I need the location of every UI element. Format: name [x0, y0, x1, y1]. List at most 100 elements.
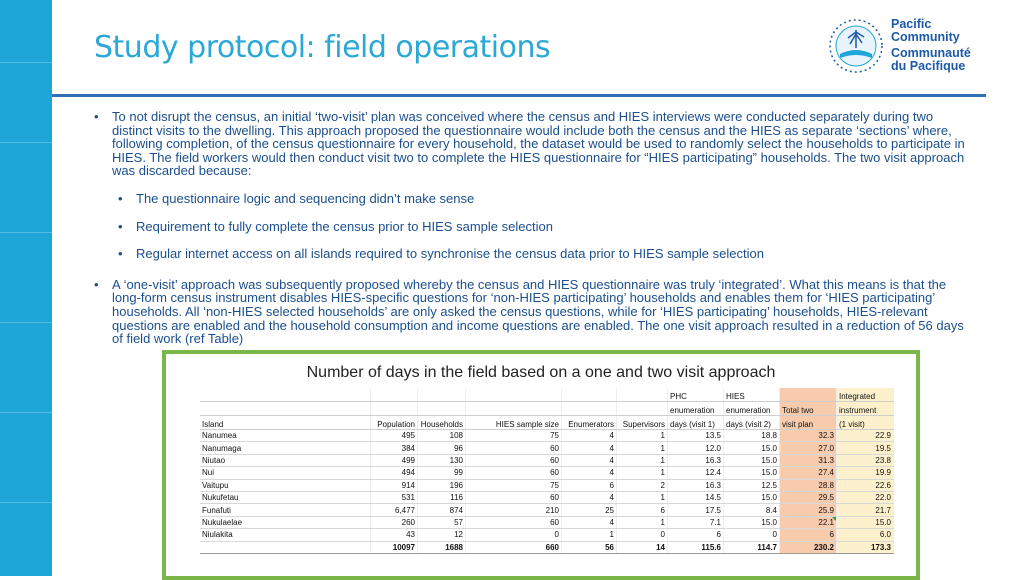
strip-wave	[0, 480, 52, 503]
cell-total-two-visit: 27.4	[779, 466, 837, 480]
cell-population: 10097	[370, 541, 418, 554]
header-int-1: Integrated	[836, 388, 894, 402]
header-int-3: (1 visit)	[836, 415, 894, 430]
cell-integrated-one-visit: 19.5	[836, 441, 894, 455]
cell-population: 6,477	[370, 503, 418, 517]
cell-comment-marker-icon	[832, 516, 836, 521]
header-total-2: visit plan	[779, 415, 837, 430]
cell-hies-sample: 0	[465, 528, 562, 542]
table-row: Vaitupu 914 196 75 6 2 16.3 12.5 28.8 22.6	[200, 479, 894, 492]
cell-population: 384	[370, 441, 418, 455]
cell-hies-days: 15.0	[723, 466, 780, 480]
field-days-table: PHC HIES Integrated enumeration enumerat…	[200, 388, 894, 554]
cell-enumerators: 4	[561, 454, 617, 468]
cell-supervisors: 1	[616, 441, 668, 455]
cell-households: 99	[417, 466, 466, 480]
header-int-2: instrument	[836, 401, 894, 416]
cell-population: 494	[370, 466, 418, 480]
field-days-table-frame: Number of days in the field based on a o…	[162, 350, 920, 580]
cell-enumerators: 4	[561, 441, 617, 455]
cell-phc-days: 16.3	[667, 454, 724, 468]
cell-households: 116	[417, 491, 466, 505]
bullet-two-visit: • To not disrupt the census, an initial …	[90, 110, 970, 178]
cell-total-two-visit: 27.0	[779, 441, 837, 455]
cell-integrated-one-visit: 173.3	[836, 541, 894, 554]
spc-emblem-icon	[829, 19, 883, 73]
table-row: Nui 494 99 60 4 1 12.4 15.0 27.4 19.9	[200, 466, 894, 480]
cell-population: 499	[370, 454, 418, 468]
cell-hies-sample: 75	[465, 429, 562, 443]
cell-integrated-one-visit: 22.9	[836, 429, 894, 443]
header-phc-3: days (visit 1)	[667, 415, 724, 430]
cell-total-two-visit: 6	[779, 528, 837, 542]
header-hies-3: days (visit 2)	[723, 415, 780, 430]
table-header-row-1: PHC HIES Integrated	[200, 388, 894, 402]
header-island: Island	[200, 415, 371, 430]
strip-wave	[0, 390, 52, 413]
cell-total-two-visit: 25.9	[779, 503, 837, 517]
header-households: Households	[417, 415, 466, 430]
cell-phc-days: 16.3	[667, 479, 724, 492]
cell-supervisors: 0	[616, 528, 668, 542]
cell-population: 260	[370, 516, 418, 530]
cell-hies-days: 15.0	[723, 454, 780, 468]
cell-hies-days: 18.8	[723, 429, 780, 443]
cell-households: 130	[417, 454, 466, 468]
cell-integrated-one-visit: 6.0	[836, 528, 894, 542]
cell-phc-days: 13.5	[667, 429, 724, 443]
cell-hies-days: 0	[723, 528, 780, 542]
cell-island	[200, 541, 371, 554]
cell-phc-days: 7.1	[667, 516, 724, 530]
sub-bullet-text: Requirement to fully complete the census…	[136, 218, 553, 234]
header-hies-1: HIES	[723, 388, 780, 402]
logo-fr-line2: du Pacifique	[891, 59, 966, 73]
cell-supervisors: 1	[616, 429, 668, 443]
cell-hies-sample: 60	[465, 491, 562, 505]
cell-total-two-visit: 22.1	[779, 516, 837, 530]
header-hies-sample: HIES sample size	[465, 415, 562, 430]
slide-title: Study protocol: field operations	[94, 30, 551, 65]
cell-enumerators: 4	[561, 466, 617, 480]
cell-hies-sample: 660	[465, 541, 562, 554]
cell-island: Vaitupu	[200, 479, 371, 492]
header-total-1: Total two	[779, 401, 837, 416]
cell-enumerators: 25	[561, 503, 617, 517]
header-phc-1: PHC	[667, 388, 724, 402]
table-row: Funafuti 6,477 874 210 25 6 17.5 8.4 25.9 21.7	[200, 503, 894, 517]
cell-phc-days: 12.0	[667, 441, 724, 455]
sub-bullet-logic: • The questionnaire logic and sequencing…	[114, 192, 970, 206]
bullet-one-visit: • A ‘one-visit’ approach was subsequentl…	[90, 276, 970, 347]
table-caption: Number of days in the field based on a o…	[306, 364, 776, 381]
logo-en-line1: Pacific	[891, 17, 932, 31]
cell-supervisors: 1	[616, 466, 668, 480]
logo-fr-line1: Communauté	[891, 46, 971, 60]
cell-supervisors: 6	[616, 503, 668, 517]
cell-hies-sample: 60	[465, 466, 562, 480]
header-supervisors: Supervisors	[616, 415, 668, 430]
cell-enumerators: 4	[561, 429, 617, 443]
cell-supervisors: 1	[616, 516, 668, 530]
cell-island: Nanumaga	[200, 441, 371, 455]
strip-wave	[0, 210, 52, 233]
strip-wave	[0, 120, 52, 143]
cell-total-two-visit: 32.3	[779, 429, 837, 443]
bullet-dot-icon: •	[94, 276, 99, 292]
cell-hies-days: 12.5	[723, 479, 780, 492]
cell-supervisors: 1	[616, 454, 668, 468]
cell-households: 1688	[417, 541, 466, 554]
cell-phc-days: 17.5	[667, 503, 724, 517]
cell-integrated-one-visit: 15.0	[836, 516, 894, 530]
title-underline	[52, 94, 986, 97]
table-header-row-3: Island Population Households HIES sample…	[200, 415, 894, 430]
cell-hies-sample: 60	[465, 441, 562, 455]
table-row: Nukufetau 531 116 60 4 1 14.5 15.0 29.5 22.0	[200, 491, 894, 505]
cell-enumerators: 4	[561, 491, 617, 505]
cell-population: 495	[370, 429, 418, 443]
cell-population: 531	[370, 491, 418, 505]
cell-island: Nukulaelae	[200, 516, 371, 530]
sub-bullet-text: Regular internet access on all islands r…	[136, 246, 764, 262]
bullet-dot-icon: •	[118, 218, 123, 234]
logo-en-line2: Community	[891, 30, 960, 44]
bullet-one-visit-text: A ‘one-visit’ approach was subsequently …	[112, 276, 964, 347]
cell-integrated-one-visit: 19.9	[836, 466, 894, 480]
